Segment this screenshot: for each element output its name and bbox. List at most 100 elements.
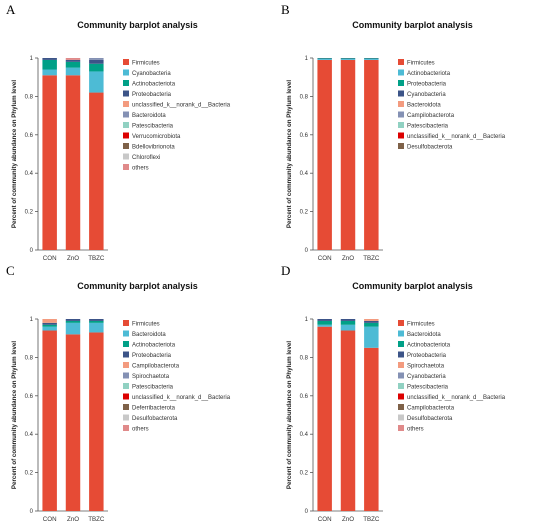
bar-segment	[317, 58, 331, 59]
bar-segment	[341, 331, 355, 511]
panel-a: A Community barplot analysis Percent of …	[0, 0, 275, 260]
legend-swatch	[398, 415, 404, 421]
panel-letter: D	[281, 263, 290, 279]
bar-segment	[317, 60, 331, 250]
legend-label: Bacteroidota	[132, 332, 166, 338]
y-tick-label: 0.2	[25, 210, 34, 216]
panel-b: B Community barplot analysis Percent of …	[275, 0, 550, 260]
y-axis-label: Percent of community abundance on Phylum…	[286, 341, 293, 489]
bar-segment	[341, 60, 355, 250]
legend-label: unclassified_k__norank_d__Bacteria	[132, 395, 231, 401]
y-tick-label: 0.8	[300, 94, 309, 100]
legend-label: Firmicutes	[132, 61, 160, 67]
legend-label: Deferribacterota	[132, 406, 176, 412]
legend-swatch	[123, 164, 129, 170]
legend-swatch	[123, 352, 129, 358]
y-tick-label: 0.4	[25, 432, 34, 438]
legend-label: Firmicutes	[132, 322, 160, 328]
y-tick-label: 0.4	[300, 432, 309, 438]
legend-label: Firmicutes	[407, 322, 435, 328]
legend-label: Bacteroidota	[407, 332, 441, 338]
bar-segment	[42, 75, 56, 250]
bar-segment	[341, 319, 355, 321]
legend-swatch	[123, 320, 129, 326]
y-tick-label: 0.8	[300, 355, 309, 361]
bar-segment	[89, 71, 103, 92]
legend-label: Campilobacterota	[407, 406, 455, 412]
legend-label: Bdellovibrionota	[132, 145, 175, 151]
legend-swatch	[123, 394, 129, 400]
bar-segment	[364, 323, 378, 327]
bar-segment	[317, 321, 331, 325]
legend-label: unclassified_k__norank_d__Bacteria	[407, 134, 506, 140]
y-tick-label: 0	[30, 509, 34, 515]
y-tick-label: 1	[305, 317, 309, 323]
legend-label: Campilobacterota	[132, 364, 180, 370]
legend-swatch	[398, 425, 404, 431]
legend-label: Chloroflexi	[132, 155, 160, 161]
legend-label: Proteobacteria	[407, 82, 447, 88]
legend-swatch	[123, 373, 129, 379]
legend-label: Actinobacteriota	[132, 343, 176, 349]
legend-swatch	[398, 122, 404, 128]
bar-segment	[89, 60, 103, 64]
bar-segment	[341, 325, 355, 331]
y-tick-label: 0.6	[25, 394, 34, 400]
legend-label: Spirochaetota	[407, 364, 445, 370]
legend-label: Cyanobacteria	[407, 92, 446, 98]
legend-label: others	[407, 427, 424, 433]
chart-title: Community barplot analysis	[275, 281, 550, 291]
legend-swatch	[398, 331, 404, 337]
chart-title: Community barplot analysis	[275, 20, 550, 30]
legend-swatch	[398, 352, 404, 358]
panel-d: D Community barplot analysis Percent of …	[275, 261, 550, 521]
chart-d: Percent of community abundance on Phylum…	[275, 261, 550, 521]
legend-label: Patescibacteria	[132, 385, 174, 391]
legend-swatch	[398, 394, 404, 400]
legend-swatch	[123, 415, 129, 421]
bar-segment	[66, 60, 80, 62]
legend-label: Actinobacteriota	[132, 82, 176, 88]
y-axis-label: Percent of community abundance on Phylum…	[11, 341, 18, 489]
legend-label: others	[132, 166, 149, 172]
y-axis-label: Percent of community abundance on Phylum…	[286, 80, 293, 228]
legend-swatch	[123, 101, 129, 107]
y-tick-label: 0.8	[25, 355, 34, 361]
legend-swatch	[123, 404, 129, 410]
bar-segment	[364, 58, 378, 59]
legend-swatch	[398, 80, 404, 86]
bar-segment	[66, 68, 80, 76]
panel-letter: A	[6, 2, 15, 18]
legend-swatch	[398, 373, 404, 379]
y-tick-label: 0.4	[25, 171, 34, 177]
legend-label: Patescibacteria	[407, 124, 449, 130]
chart-title: Community barplot analysis	[0, 281, 275, 291]
legend-swatch	[123, 112, 129, 118]
legend-label: Cyanobacteria	[132, 71, 171, 77]
y-tick-label: 0.2	[300, 471, 309, 477]
y-tick-label: 0.2	[25, 471, 34, 477]
legend-swatch	[123, 70, 129, 76]
bar-segment	[66, 75, 80, 250]
bar-segment	[341, 58, 355, 59]
x-tick-label: ZnO	[342, 516, 354, 521]
legend-swatch	[398, 341, 404, 347]
legend-label: Desulfobacterota	[407, 145, 453, 151]
bar-segment	[66, 323, 80, 335]
legend-label: Proteobacteria	[132, 353, 172, 359]
y-tick-label: 1	[30, 317, 34, 323]
y-tick-label: 0	[305, 509, 309, 515]
legend-swatch	[398, 91, 404, 97]
legend-label: unclassified_k__norank_d__Bacteria	[132, 103, 231, 109]
bar-segment	[317, 59, 331, 60]
legend-swatch	[123, 91, 129, 97]
legend-label: Firmicutes	[407, 61, 435, 67]
legend-label: Cyanobacteria	[407, 374, 446, 380]
x-tick-label: CON	[318, 255, 332, 260]
legend-swatch	[123, 122, 129, 128]
legend-swatch	[123, 383, 129, 389]
x-tick-label: ZnO	[342, 255, 354, 260]
bar-segment	[341, 321, 355, 325]
legend-label: others	[132, 427, 149, 433]
bar-segment	[66, 334, 80, 511]
